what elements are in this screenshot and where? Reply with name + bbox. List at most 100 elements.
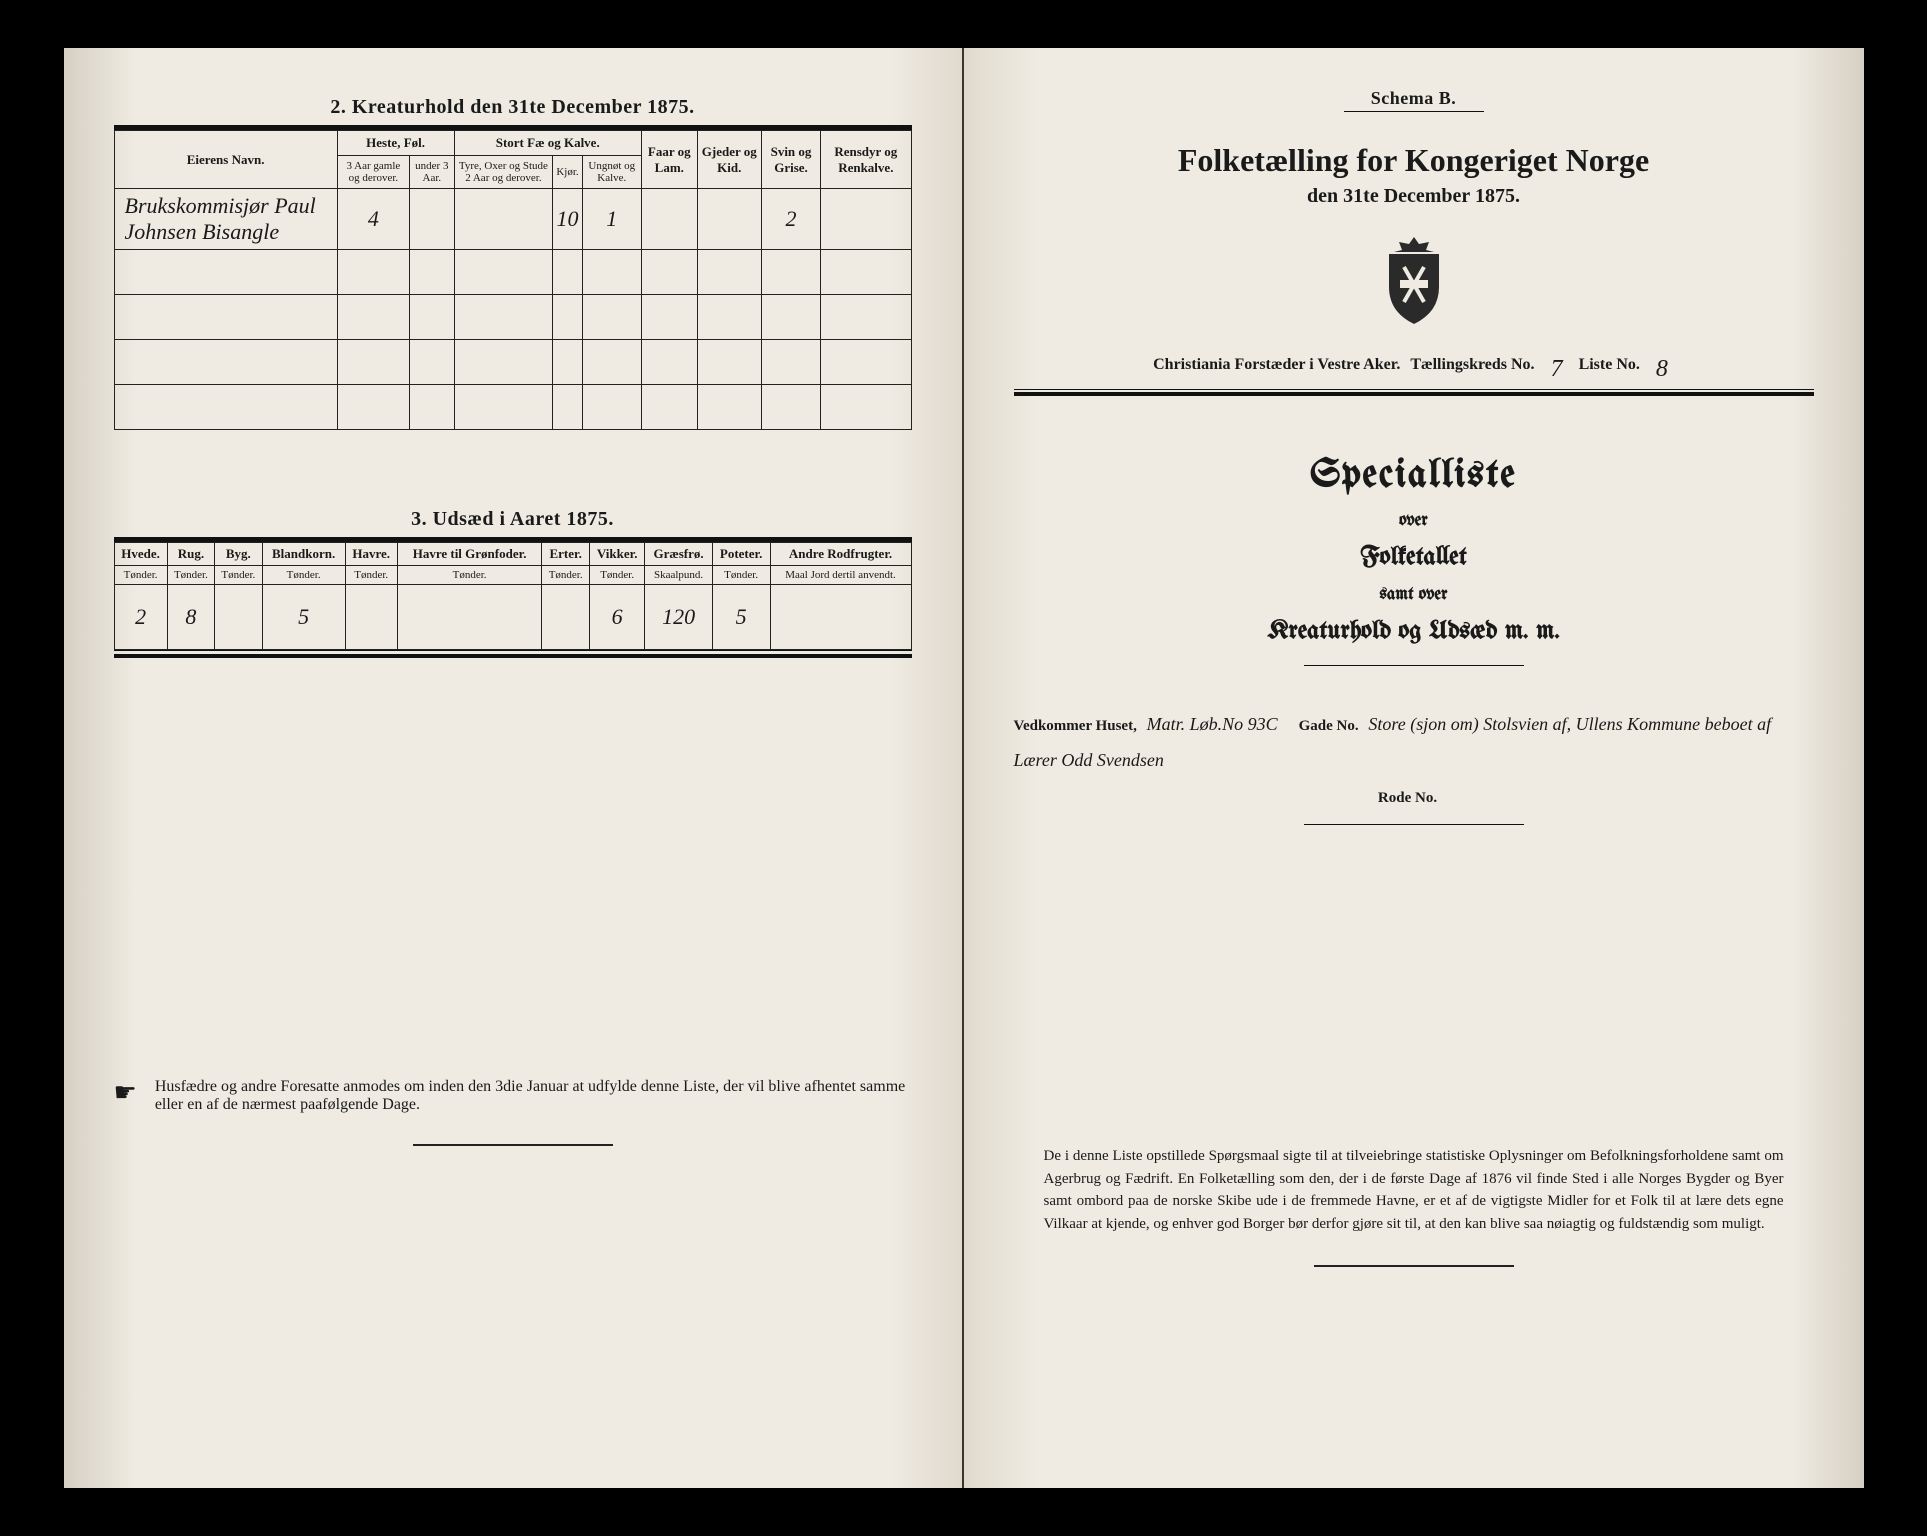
table-row: Brukskommisjør Paul Johnsen Bisangle 4 1… bbox=[114, 189, 911, 250]
col-vikker: Vikker. bbox=[589, 543, 645, 566]
cell-havretil bbox=[397, 585, 542, 650]
kreds-value: 7 bbox=[1545, 356, 1569, 383]
unit: Tønder. bbox=[262, 566, 345, 585]
rule bbox=[1014, 392, 1814, 396]
document-spread: 2. Kreaturhold den 31te December 1875. E… bbox=[64, 48, 1864, 1488]
section3-title: 3. Udsæd i Aaret 1875. bbox=[114, 508, 912, 531]
cell-graesfro: 120 bbox=[645, 585, 712, 650]
col-poteter: Poteter. bbox=[712, 543, 770, 566]
census-subtitle: den 31te December 1875. bbox=[1014, 185, 1814, 208]
table-row: 2 8 5 6 120 5 bbox=[114, 585, 911, 650]
district-prefix: Christiania Forstæder i Vestre Aker. bbox=[1153, 356, 1400, 383]
cell-cows: 10 bbox=[553, 189, 582, 250]
table-row bbox=[114, 385, 911, 430]
cell-reindeer bbox=[821, 189, 911, 250]
cell-erter bbox=[542, 585, 589, 650]
col-horses3: 3 Aar gamle og derover. bbox=[337, 156, 410, 189]
kreds-label: Tællingskreds No. bbox=[1410, 356, 1534, 383]
col-rug: Rug. bbox=[167, 543, 214, 566]
rule bbox=[1344, 111, 1484, 112]
col-andre: Andre Rodfrugter. bbox=[770, 543, 911, 566]
col-blandkorn: Blandkorn. bbox=[262, 543, 345, 566]
cell-bulls bbox=[454, 189, 553, 250]
col-pigs: Svin og Grise. bbox=[761, 131, 820, 189]
unit: Tønder. bbox=[215, 566, 262, 585]
col-sheep: Faar og Lam. bbox=[641, 131, 697, 189]
spec-over: over bbox=[1014, 511, 1814, 530]
col-calves: Ungnøt og Kalve. bbox=[582, 156, 641, 189]
unit: Tønder. bbox=[397, 566, 542, 585]
cell-owner: Brukskommisjør Paul Johnsen Bisangle bbox=[114, 189, 337, 250]
section2-title: 2. Kreaturhold den 31te December 1875. bbox=[114, 96, 912, 119]
footnote-text: Husfædre og andre Foresatte anmodes om i… bbox=[155, 1078, 912, 1114]
rode-label: Rode No. bbox=[1378, 790, 1437, 806]
pointing-hand-icon: ☛ bbox=[114, 1078, 137, 1108]
spec-samt: samt over bbox=[1014, 585, 1814, 604]
spec-folketallet: Folketallet bbox=[1014, 544, 1814, 571]
rode-value bbox=[1437, 786, 1449, 806]
unit: Tønder. bbox=[712, 566, 770, 585]
liste-label: Liste No. bbox=[1579, 356, 1640, 383]
col-group-cattle: Stort Fæ og Kalve. bbox=[454, 131, 641, 156]
cell-byg bbox=[215, 585, 262, 650]
col-group-horses: Heste, Føl. bbox=[337, 131, 454, 156]
rule bbox=[1304, 824, 1524, 825]
specialliste-title: Specialliste bbox=[1014, 456, 1814, 497]
cell-calves: 1 bbox=[582, 189, 641, 250]
cell-pigs: 2 bbox=[761, 189, 820, 250]
cell-blandkorn: 5 bbox=[262, 585, 345, 650]
cell-vikker: 6 bbox=[589, 585, 645, 650]
census-title: Folketælling for Kongeriget Norge bbox=[1014, 142, 1814, 179]
unit: Tønder. bbox=[589, 566, 645, 585]
left-page: 2. Kreaturhold den 31te December 1875. E… bbox=[64, 48, 964, 1488]
col-goats: Gjeder og Kid. bbox=[697, 131, 761, 189]
col-owner: Eierens Navn. bbox=[114, 131, 337, 189]
col-reindeer: Rensdyr og Renkalve. bbox=[821, 131, 911, 189]
unit: Tønder. bbox=[114, 566, 167, 585]
table-row bbox=[114, 340, 911, 385]
cell-hvede: 2 bbox=[114, 585, 167, 650]
cell-andre bbox=[770, 585, 911, 650]
unit: Tønder. bbox=[345, 566, 397, 585]
house-block: Vedkommer Huset, Matr. Løb.No 93C Gade N… bbox=[1014, 706, 1814, 814]
table-row bbox=[114, 250, 911, 295]
unit: Tønder. bbox=[542, 566, 589, 585]
cell-sheep bbox=[641, 189, 697, 250]
right-page: Schema B. Folketælling for Kongeriget No… bbox=[964, 48, 1864, 1488]
col-byg: Byg. bbox=[215, 543, 262, 566]
cell-horsesU3 bbox=[410, 189, 454, 250]
rule bbox=[114, 650, 912, 651]
col-cows: Kjør. bbox=[553, 156, 582, 189]
unit: Maal Jord dertil anvendt. bbox=[770, 566, 911, 585]
col-horsesU3: under 3 Aar. bbox=[410, 156, 454, 189]
rule bbox=[1014, 389, 1814, 390]
cell-rug: 8 bbox=[167, 585, 214, 650]
gade-label: Gade No. bbox=[1299, 718, 1359, 734]
unit: Skaalpund. bbox=[645, 566, 712, 585]
huset-value: Matr. Løb.No 93C bbox=[1141, 714, 1284, 734]
coat-of-arms-icon bbox=[1014, 232, 1814, 332]
unit: Tønder. bbox=[167, 566, 214, 585]
footnote-block: ☛ Husfædre og andre Foresatte anmodes om… bbox=[114, 1078, 912, 1114]
cell-poteter: 5 bbox=[712, 585, 770, 650]
col-havretil: Havre til Grønfoder. bbox=[397, 543, 542, 566]
cell-goats bbox=[697, 189, 761, 250]
huset-label: Vedkommer Huset, bbox=[1014, 718, 1137, 734]
liste-value: 8 bbox=[1650, 356, 1674, 383]
spec-kreatur: Kreaturhold og Udsæd m. m. bbox=[1014, 618, 1814, 645]
col-erter: Erter. bbox=[542, 543, 589, 566]
schema-label: Schema B. bbox=[1014, 88, 1814, 109]
kreaturhold-table: Eierens Navn. Heste, Føl. Stort Fæ og Ka… bbox=[114, 130, 912, 430]
cell-horses3: 4 bbox=[337, 189, 410, 250]
col-bulls: Tyre, Oxer og Stude 2 Aar og derover. bbox=[454, 156, 553, 189]
rule bbox=[1304, 665, 1524, 666]
table-row bbox=[114, 295, 911, 340]
rule bbox=[1314, 1265, 1514, 1267]
district-line: Christiania Forstæder i Vestre Aker. Tæl… bbox=[1014, 356, 1814, 383]
cell-havre bbox=[345, 585, 397, 650]
col-graesfro: Græsfrø. bbox=[645, 543, 712, 566]
col-hvede: Hvede. bbox=[114, 543, 167, 566]
rule bbox=[114, 654, 912, 658]
explanatory-paragraph: De i denne Liste opstillede Spørgsmaal s… bbox=[1014, 1145, 1814, 1235]
udsaed-table: Hvede. Rug. Byg. Blandkorn. Havre. Havre… bbox=[114, 542, 912, 650]
